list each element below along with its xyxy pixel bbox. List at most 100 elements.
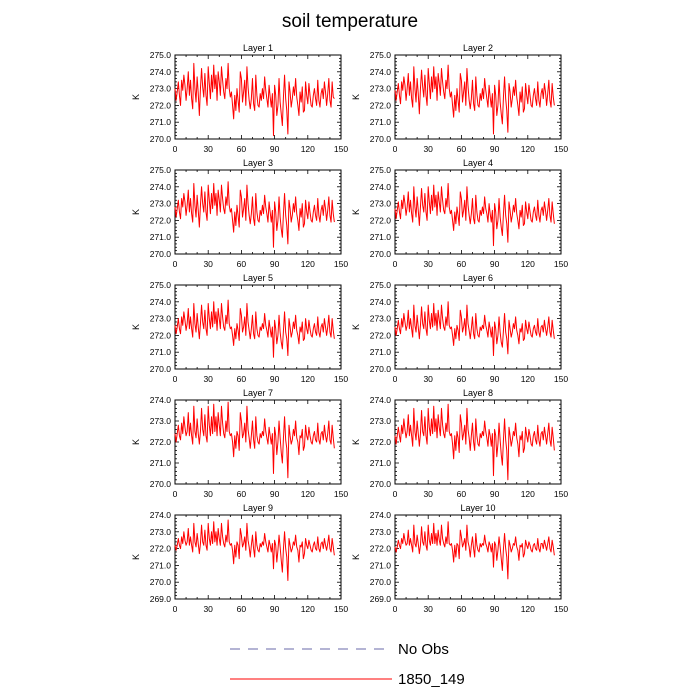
y-tick-label: 271.0 <box>370 560 392 570</box>
y-axis-label: K <box>131 439 141 445</box>
y-tick-label: 272.0 <box>370 215 392 225</box>
x-tick-label: 150 <box>554 374 568 384</box>
y-tick-label: 272.0 <box>150 100 172 110</box>
panel-grid: Layer 1 K 270.0 271.0 272.0 273.0 274.0 275.0 0 3… <box>131 43 568 614</box>
series-line-1850-149 <box>394 64 555 135</box>
y-tick-label: 271.0 <box>150 458 172 468</box>
x-tick-label: 30 <box>203 374 213 384</box>
x-tick-label: 30 <box>203 259 213 269</box>
y-tick-label: 273.0 <box>150 84 172 94</box>
y-axis-label: K <box>131 324 141 330</box>
y-tick-label: 274.0 <box>370 182 392 192</box>
y-tick-label: 275.0 <box>370 165 392 175</box>
y-tick-label: 271.0 <box>150 232 172 242</box>
x-tick-label: 30 <box>423 489 433 499</box>
x-tick-label: 120 <box>521 489 535 499</box>
x-tick-label: 150 <box>334 604 348 614</box>
y-tick-label: 274.0 <box>150 297 172 307</box>
legend-label-no-obs: No Obs <box>398 641 449 658</box>
x-tick-label: 60 <box>237 489 247 499</box>
plot-frame <box>174 54 342 140</box>
panel-title: Layer 6 <box>463 273 493 283</box>
x-tick-label: 90 <box>270 374 280 384</box>
y-tick-label: 271.0 <box>370 232 392 242</box>
y-tick-label: 270.0 <box>150 134 172 144</box>
x-tick-label: 120 <box>301 259 315 269</box>
panel-layer-7: Layer 7 K 270.0 271.0 272.0 273.0 274.0 0 30 60 90… <box>131 388 348 499</box>
y-tick-label: 274.0 <box>150 510 172 520</box>
panel-layer-6: Layer 6 K 270.0 271.0 272.0 273.0 274.0 275.0 0 3… <box>351 273 568 384</box>
panel-layer-10: Layer 10 K 269.0 270.0 271.0 272.0 273.0 274.0 0… <box>351 503 568 614</box>
y-axis-label: K <box>351 94 361 100</box>
x-tick-label: 30 <box>423 259 433 269</box>
y-tick-label: 271.0 <box>370 458 392 468</box>
panel-title: Layer 8 <box>463 388 493 398</box>
x-tick-label: 30 <box>423 144 433 154</box>
panel-title: Layer 7 <box>243 388 273 398</box>
x-tick-label: 0 <box>173 374 178 384</box>
y-tick-label: 273.0 <box>150 199 172 209</box>
y-tick-label: 273.0 <box>370 416 392 426</box>
panel-title: Layer 9 <box>243 503 273 513</box>
panel-layer-9: Layer 9 K 269.0 270.0 271.0 272.0 273.0 274.0 0 3… <box>131 503 348 614</box>
x-tick-label: 90 <box>270 259 280 269</box>
y-tick-label: 275.0 <box>150 50 172 60</box>
y-tick-label: 270.0 <box>370 577 392 587</box>
x-tick-label: 0 <box>393 144 398 154</box>
y-tick-label: 275.0 <box>150 165 172 175</box>
y-tick-label: 272.0 <box>150 330 172 340</box>
x-tick-label: 60 <box>457 374 467 384</box>
y-tick-label: 272.0 <box>150 437 172 447</box>
x-tick-label: 150 <box>554 144 568 154</box>
y-tick-label: 274.0 <box>370 67 392 77</box>
x-tick-label: 150 <box>554 259 568 269</box>
y-tick-label: 270.0 <box>150 364 172 374</box>
x-tick-label: 30 <box>203 604 213 614</box>
panel-title: Layer 10 <box>460 503 495 513</box>
x-tick-label: 150 <box>334 374 348 384</box>
y-tick-label: 275.0 <box>370 280 392 290</box>
panel-layer-5: Layer 5 K 270.0 271.0 272.0 273.0 274.0 275.0 0 3… <box>131 273 348 384</box>
plot-frame <box>394 514 562 600</box>
series-line-1850-149 <box>394 182 555 247</box>
series-line-1850-149 <box>174 299 335 358</box>
y-tick-label: 273.0 <box>370 199 392 209</box>
y-tick-label: 272.0 <box>370 544 392 554</box>
y-tick-label: 270.0 <box>150 479 172 489</box>
y-tick-label: 271.0 <box>370 117 392 127</box>
x-tick-label: 60 <box>457 144 467 154</box>
x-tick-label: 0 <box>173 604 178 614</box>
panel-layer-8: Layer 8 K 270.0 271.0 272.0 273.0 274.0 0 30 60 90… <box>351 388 568 499</box>
y-tick-label: 274.0 <box>150 182 172 192</box>
y-tick-label: 270.0 <box>370 249 392 259</box>
y-tick-label: 269.0 <box>150 594 172 604</box>
y-tick-label: 269.0 <box>370 594 392 604</box>
x-tick-label: 120 <box>301 489 315 499</box>
panel-layer-1: Layer 1 K 270.0 271.0 272.0 273.0 274.0 275.0 0 3… <box>131 43 348 154</box>
x-tick-label: 0 <box>393 489 398 499</box>
x-tick-label: 0 <box>393 259 398 269</box>
y-tick-label: 271.0 <box>150 117 172 127</box>
x-tick-label: 120 <box>521 374 535 384</box>
y-axis-label: K <box>131 554 141 560</box>
y-tick-label: 272.0 <box>370 330 392 340</box>
x-tick-label: 90 <box>270 489 280 499</box>
x-tick-label: 60 <box>457 489 467 499</box>
y-tick-label: 272.0 <box>370 100 392 110</box>
panel-layer-4: Layer 4 K 270.0 271.0 272.0 273.0 274.0 275.0 0 3… <box>351 158 568 269</box>
series-line-1850-149 <box>394 403 555 481</box>
y-axis-label: K <box>131 94 141 100</box>
x-tick-label: 60 <box>457 259 467 269</box>
y-tick-label: 270.0 <box>370 364 392 374</box>
plot-frame <box>174 169 342 255</box>
x-tick-label: 30 <box>203 489 213 499</box>
x-tick-label: 150 <box>554 604 568 614</box>
y-tick-label: 272.0 <box>150 215 172 225</box>
panel-title: Layer 2 <box>463 43 493 53</box>
x-tick-label: 60 <box>237 374 247 384</box>
x-tick-label: 0 <box>173 489 178 499</box>
y-tick-label: 272.0 <box>150 544 172 554</box>
x-tick-label: 0 <box>173 144 178 154</box>
y-axis-label: K <box>351 554 361 560</box>
